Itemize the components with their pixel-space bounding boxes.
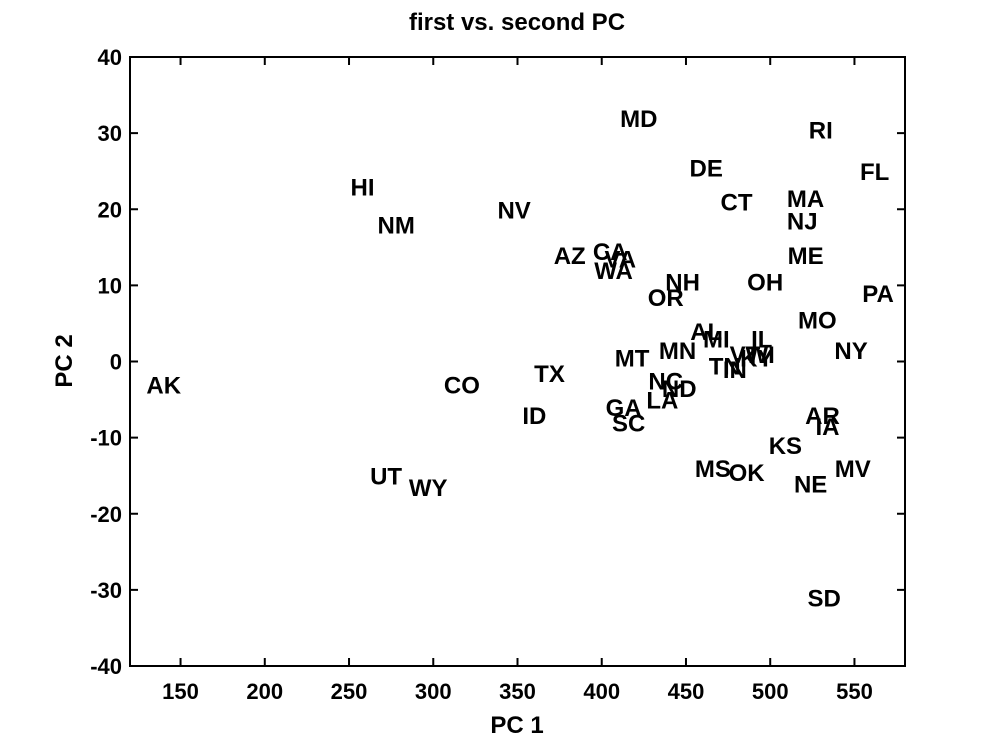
y-tick-label: -10 (90, 426, 122, 451)
plot-area: 150 200 250 300 350 400 450 500 550 -40-30-20-10… (90, 45, 906, 704)
point-ri: RI (809, 117, 833, 144)
point-la: LA (646, 388, 678, 415)
x-tick-label: 500 (752, 679, 789, 704)
point-tx: TX (534, 361, 565, 388)
point-or: OR (648, 285, 684, 312)
chart-title: first vs. second PC (409, 9, 625, 36)
y-tick-label: 40 (98, 45, 122, 70)
y-tick-label: 20 (98, 197, 122, 222)
point-nm: NM (378, 212, 415, 239)
point-sc: SC (612, 410, 645, 437)
x-tick-label: 150 (162, 679, 199, 704)
point-ks: KS (769, 433, 802, 460)
point-id: ID (522, 403, 546, 430)
point-co: CO (444, 372, 480, 399)
x-axis-label: PC 1 (490, 712, 543, 739)
point-al: AL (690, 319, 722, 346)
point-ia: IA (816, 414, 840, 441)
point-nh: NH (665, 270, 700, 297)
point-ny: NY (834, 338, 867, 365)
point-wy: WY (409, 475, 448, 502)
point-pa: PA (862, 281, 894, 308)
point-fl: FL (860, 159, 889, 186)
plot-frame (129, 56, 906, 667)
y-tick-label: 0 (110, 350, 122, 375)
point-de: DE (690, 155, 723, 182)
point-vt: VT (730, 342, 761, 369)
point-ma: MA (787, 186, 824, 213)
point-wa: WA (594, 258, 633, 285)
point-ms: MS (695, 456, 731, 483)
y-axis: -40 -30 -20 -10 0 10 20 30 40 (90, 45, 905, 679)
point-mt: MT (615, 346, 650, 373)
y-tick-label: 10 (98, 273, 122, 298)
point-il: IL (751, 327, 772, 354)
y-axis-label: PC 2 (51, 334, 78, 387)
point-ne: NE (794, 471, 827, 498)
y-tick-label: -40 (90, 654, 122, 679)
x-tick-label: 250 (331, 679, 368, 704)
x-tick-label: 350 (499, 679, 536, 704)
point-nd: ND (662, 376, 697, 403)
point-ak: AK (146, 372, 181, 399)
x-tick-label: 300 (415, 679, 452, 704)
point-ar: AR (805, 403, 840, 430)
y-tick-label: 30 (98, 121, 122, 146)
y-tick-label: -30 (90, 578, 122, 603)
x-axis: 150 200 250 300 350 400 450 500 550 (162, 57, 873, 704)
point-me: ME (788, 243, 824, 270)
x-tick-label: 400 (583, 679, 620, 704)
point-mi: MI (703, 327, 730, 354)
y-tick-label: -20 (90, 502, 122, 527)
point-oh: OH (747, 270, 783, 297)
point-va: VA (604, 247, 636, 274)
point-az: AZ (554, 243, 586, 270)
x-tick-label: 550 (836, 679, 873, 704)
point-ca: CA (593, 239, 628, 266)
point-mo: MO (798, 308, 837, 335)
point-mv: MV (835, 456, 871, 483)
x-tick-label: 200 (246, 679, 283, 704)
point-nc: NC (648, 369, 683, 396)
point-mn: MN (659, 338, 696, 365)
point-ky: KY (740, 346, 773, 373)
point-md: MD (620, 106, 657, 133)
point-ga: GA (606, 395, 642, 422)
point-in: IN (723, 357, 747, 384)
point-nv: NV (497, 197, 530, 224)
point-hi: HI (351, 174, 375, 201)
point-ct: CT (721, 190, 753, 217)
point-ok: OK (729, 460, 766, 487)
point-ut: UT (370, 464, 402, 491)
point-sd: SD (807, 585, 840, 612)
point-nj: NJ (787, 209, 818, 236)
point-wi: WI (745, 342, 774, 369)
x-tick-label: 450 (668, 679, 705, 704)
point-tn: TN (709, 353, 741, 380)
